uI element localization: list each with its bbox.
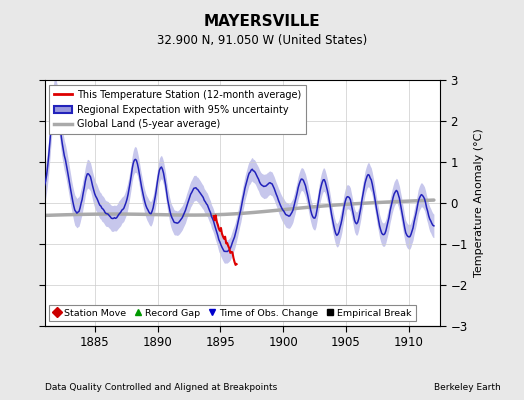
- Legend: Station Move, Record Gap, Time of Obs. Change, Empirical Break: Station Move, Record Gap, Time of Obs. C…: [49, 305, 416, 321]
- Text: 32.900 N, 91.050 W (United States): 32.900 N, 91.050 W (United States): [157, 34, 367, 47]
- Text: MAYERSVILLE: MAYERSVILLE: [204, 14, 320, 29]
- Y-axis label: Temperature Anomaly (°C): Temperature Anomaly (°C): [474, 129, 484, 277]
- Point: [225, 323, 233, 329]
- Text: Berkeley Earth: Berkeley Earth: [434, 383, 500, 392]
- Text: Data Quality Controlled and Aligned at Breakpoints: Data Quality Controlled and Aligned at B…: [45, 383, 277, 392]
